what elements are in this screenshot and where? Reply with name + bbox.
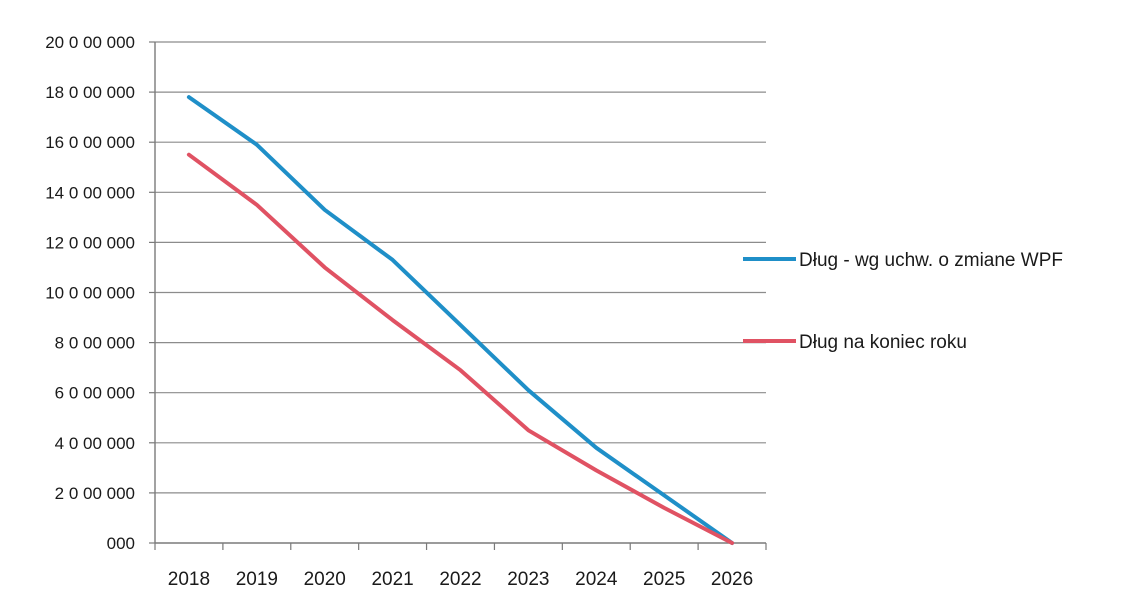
x-tick-label: 2026 (711, 569, 753, 590)
legend-label-0: Dług - wg uchw. o zmiane WPF (799, 250, 1063, 271)
y-tick-label: 2 0 00 000 (55, 484, 135, 503)
y-tick-label: 000 (107, 534, 135, 553)
x-tick-label: 2025 (643, 569, 685, 590)
x-tick-label: 2022 (439, 569, 481, 590)
y-axis-ticks: 000 2 0 00 000 4 0 00 000 6 0 00 000 8 0 00 … (45, 33, 135, 553)
x-tick-label: 2018 (168, 569, 210, 590)
y-tick-label: 12 0 00 000 (45, 233, 135, 252)
y-tick-label: 18 0 00 000 (45, 83, 135, 102)
series-line-0 (186, 95, 735, 545)
y-tick-label: 16 0 00 000 (45, 133, 135, 152)
y-tick-label: 20 0 00 000 (45, 33, 135, 52)
x-tick-label: 2021 (371, 569, 413, 590)
x-tick-label: 2024 (575, 569, 618, 590)
x-tick-label: 2023 (507, 569, 549, 590)
series-lines (186, 95, 735, 545)
x-tick-label: 2020 (304, 569, 346, 590)
x-tick-label: 2019 (236, 569, 278, 590)
axes (149, 41, 767, 550)
y-tick-label: 14 0 00 000 (45, 183, 135, 202)
y-tick-label: 6 0 00 000 (55, 384, 135, 403)
y-tick-label: 8 0 00 000 (55, 334, 135, 353)
legend-label-1: Dług na koniec roku (799, 332, 967, 353)
x-axis-ticks: 2018 2019 2020 2021 2022 2023 2024 2025 2026 (168, 569, 753, 590)
y-tick-label: 10 0 00 000 (45, 284, 135, 303)
y-tick-label: 4 0 00 000 (55, 434, 135, 453)
legend: Dług - wg uchw. o zmiane WPF Dług na koni… (743, 250, 1063, 353)
gridlines (155, 41, 766, 494)
